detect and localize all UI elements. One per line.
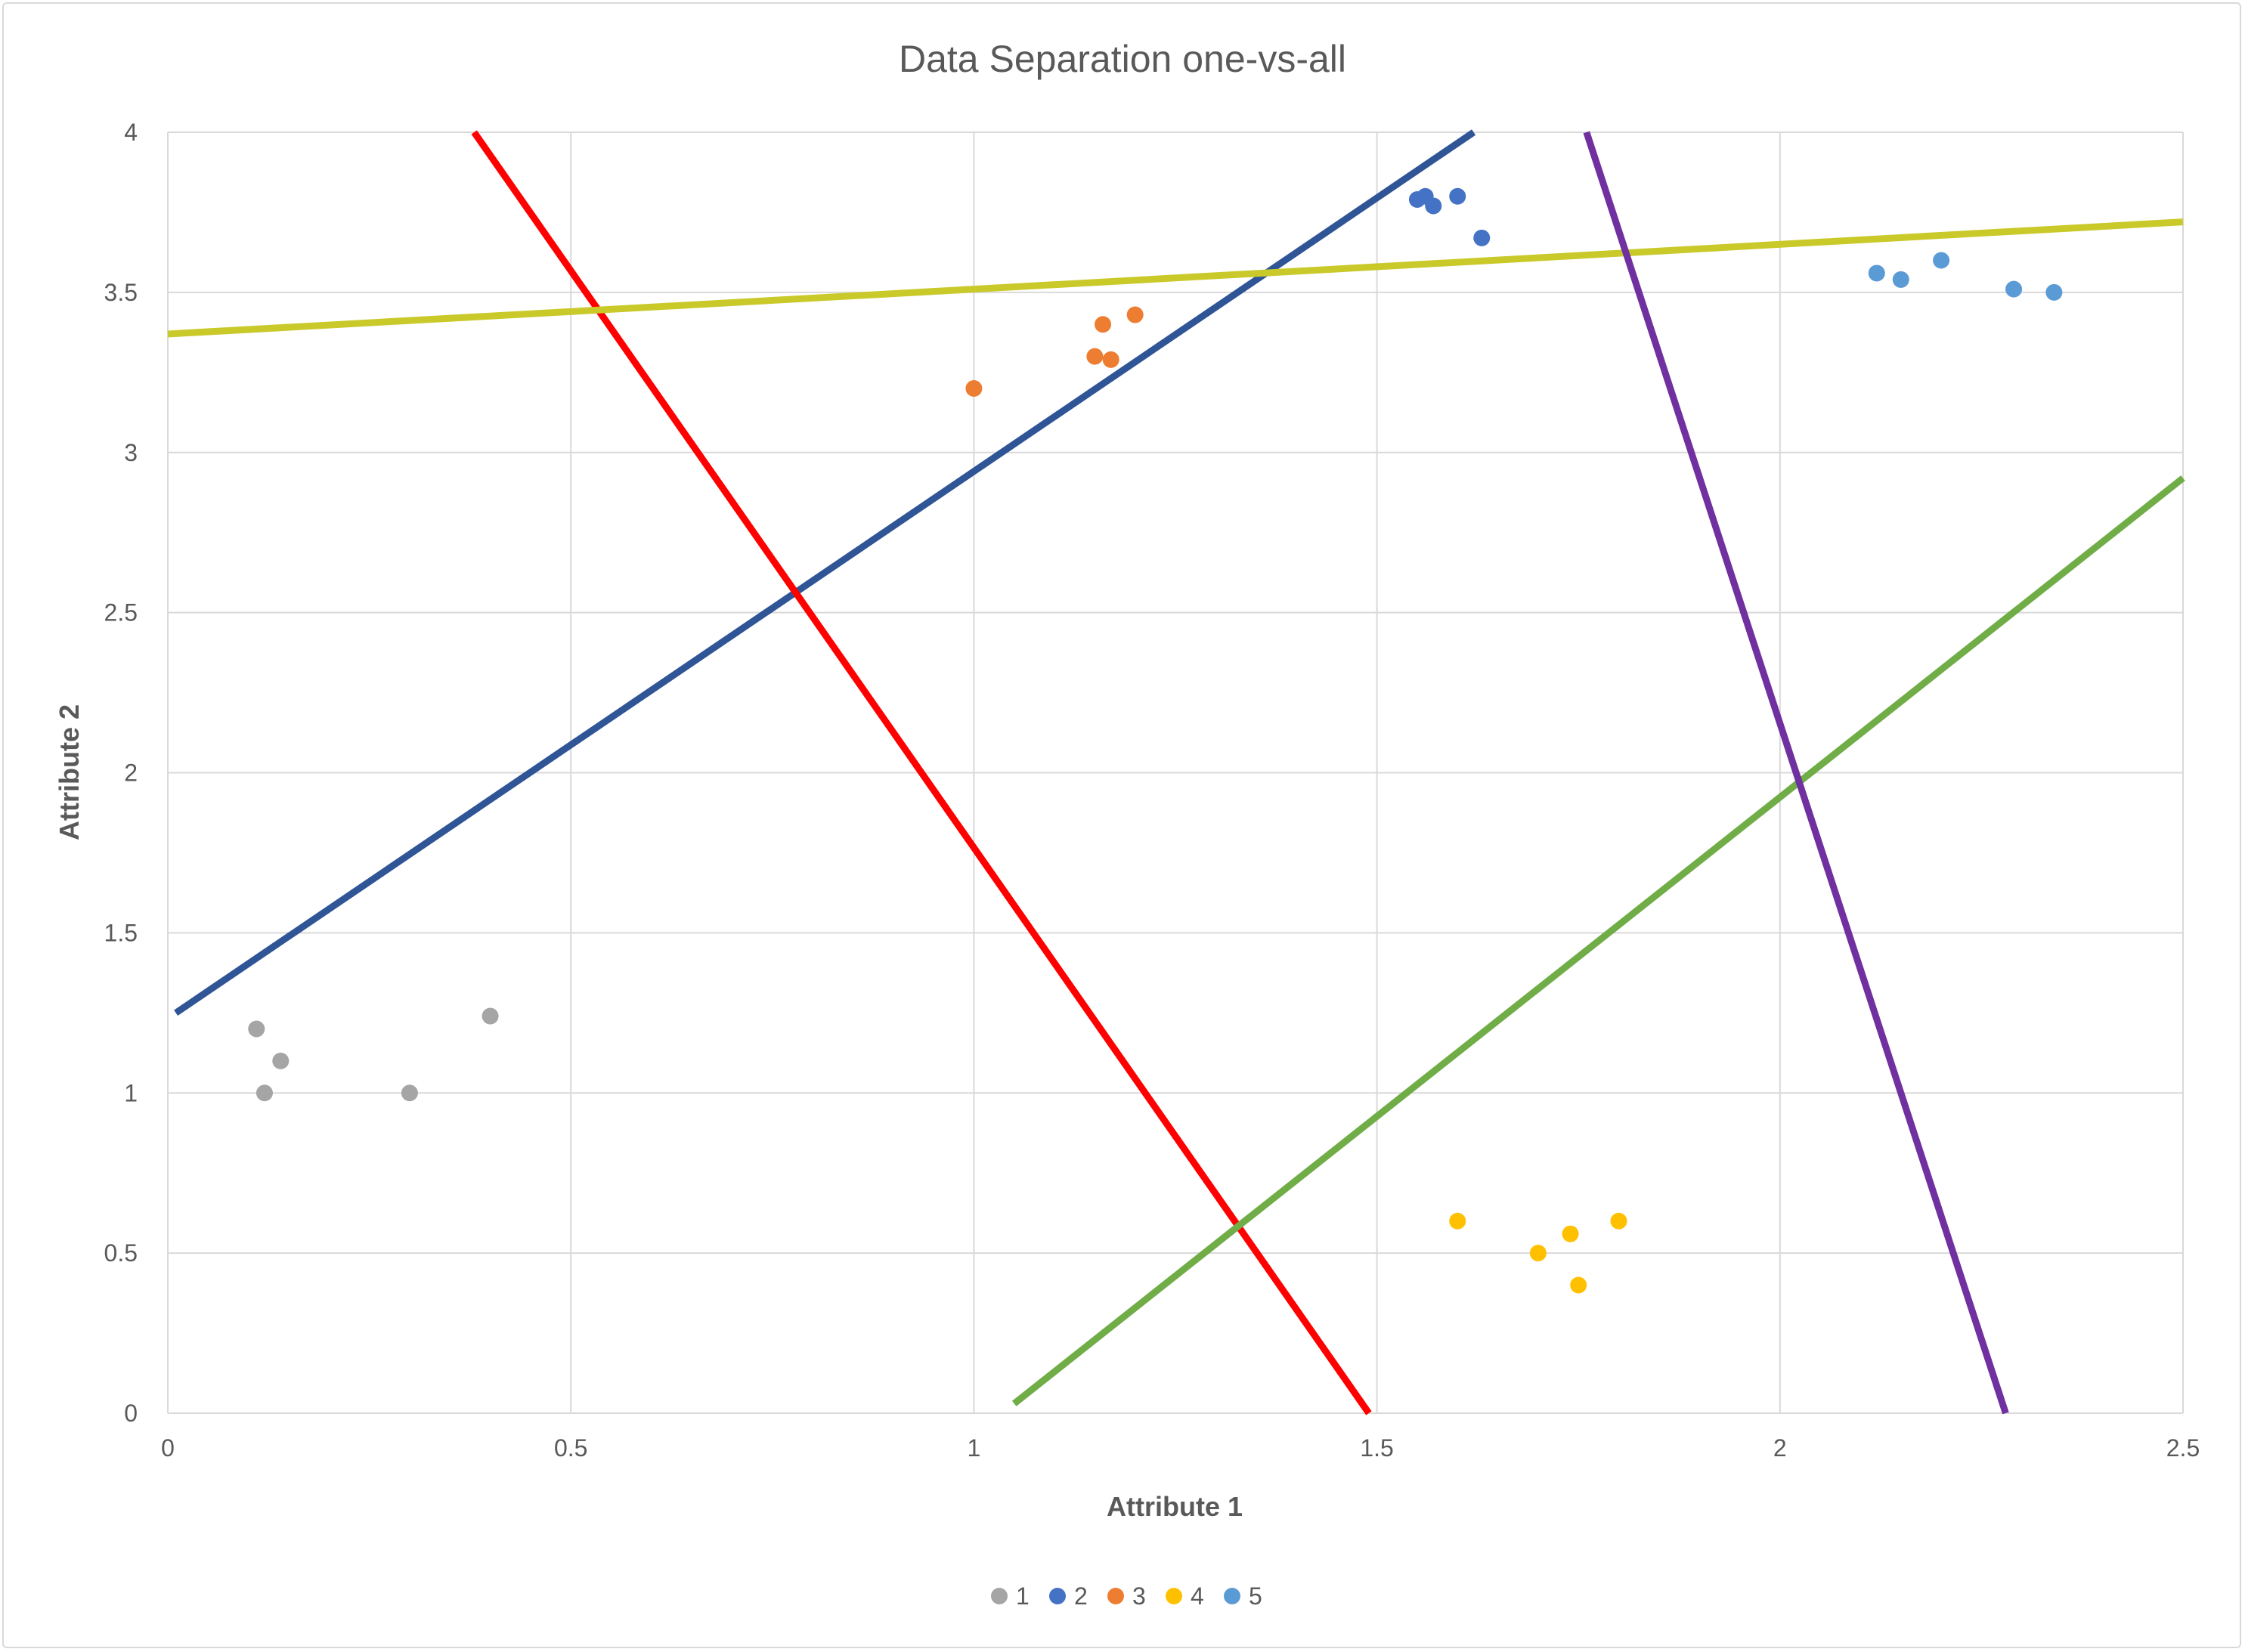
y-tick-label: 1 xyxy=(124,1079,138,1106)
separator-lines xyxy=(167,129,2185,1415)
y-axis-title: Attribute 2 xyxy=(54,704,85,840)
legend-marker-3 xyxy=(1107,1588,1124,1604)
grid-lines xyxy=(167,131,2184,1414)
data-point-series-1 xyxy=(248,1020,265,1038)
data-point-series-4 xyxy=(1570,1276,1587,1294)
data-point-series-3 xyxy=(965,380,983,397)
x-tick-label: 1.5 xyxy=(1360,1434,1393,1462)
data-point-series-2 xyxy=(1449,187,1466,205)
y-tick-label: 2 xyxy=(124,759,138,787)
data-point-series-2 xyxy=(1473,229,1491,246)
data-point-series-5 xyxy=(2005,280,2023,298)
y-tick-label: 0 xyxy=(124,1400,138,1427)
legend-label-1: 1 xyxy=(1016,1582,1030,1610)
y-tick-label: 4 xyxy=(124,119,138,146)
data-point-series-5 xyxy=(1933,252,1950,269)
legend-marker-5 xyxy=(1224,1588,1240,1604)
data-points xyxy=(248,187,2063,1294)
legend-marker-4 xyxy=(1166,1588,1182,1604)
data-point-series-5 xyxy=(1868,265,1885,282)
x-tick-label: 2 xyxy=(1773,1434,1787,1462)
legend-marker-2 xyxy=(1049,1588,1066,1604)
separator-line-5 xyxy=(1583,131,2009,1415)
data-point-series-5 xyxy=(1892,271,1909,288)
chart-title: Data Separation one-vs-all xyxy=(899,38,1346,80)
data-point-series-1 xyxy=(401,1084,418,1102)
x-tick-label: 1 xyxy=(968,1434,981,1462)
data-point-series-3 xyxy=(1102,351,1119,368)
x-tick-label: 2.5 xyxy=(2166,1434,2200,1462)
y-tick-label: 1.5 xyxy=(104,919,138,946)
legend-label-5: 5 xyxy=(1249,1582,1262,1610)
data-point-series-3 xyxy=(1126,306,1144,323)
y-tick-label: 3.5 xyxy=(104,279,138,306)
data-point-series-4 xyxy=(1529,1245,1547,1262)
x-tick-label: 0.5 xyxy=(554,1434,587,1462)
data-point-series-4 xyxy=(1610,1212,1627,1230)
data-point-series-3 xyxy=(1086,348,1104,365)
legend-label-2: 2 xyxy=(1074,1582,1088,1610)
x-axis-title: Attribute 1 xyxy=(1107,1491,1243,1522)
y-tick-label: 2.5 xyxy=(104,599,138,626)
data-point-series-2 xyxy=(1425,197,1442,215)
separator-line-1 xyxy=(174,129,1476,1016)
separator-line-3 xyxy=(167,218,2184,338)
data-point-series-1 xyxy=(255,1084,273,1102)
separator-line-4 xyxy=(1011,475,2185,1406)
legend-marker-1 xyxy=(991,1588,1008,1604)
data-point-series-5 xyxy=(2045,283,2063,301)
legend-label-4: 4 xyxy=(1191,1582,1204,1610)
data-point-series-1 xyxy=(272,1052,290,1069)
legend-label-3: 3 xyxy=(1132,1582,1146,1610)
separator-line-2 xyxy=(471,130,1372,1415)
data-point-series-3 xyxy=(1095,316,1112,333)
data-point-series-1 xyxy=(482,1007,499,1025)
data-point-series-4 xyxy=(1562,1225,1579,1242)
legend: 1 2 3 4 5 xyxy=(991,1582,1262,1610)
x-tick-label: 0 xyxy=(161,1434,175,1462)
tick-labels: 0 0.5 1 1.5 2 2.5 0 0.5 1 1.5 2 2.5 3 3.5 4 xyxy=(104,119,2200,1462)
y-tick-label: 0.5 xyxy=(104,1239,138,1267)
y-tick-label: 3 xyxy=(124,439,138,466)
data-point-series-4 xyxy=(1449,1212,1466,1230)
